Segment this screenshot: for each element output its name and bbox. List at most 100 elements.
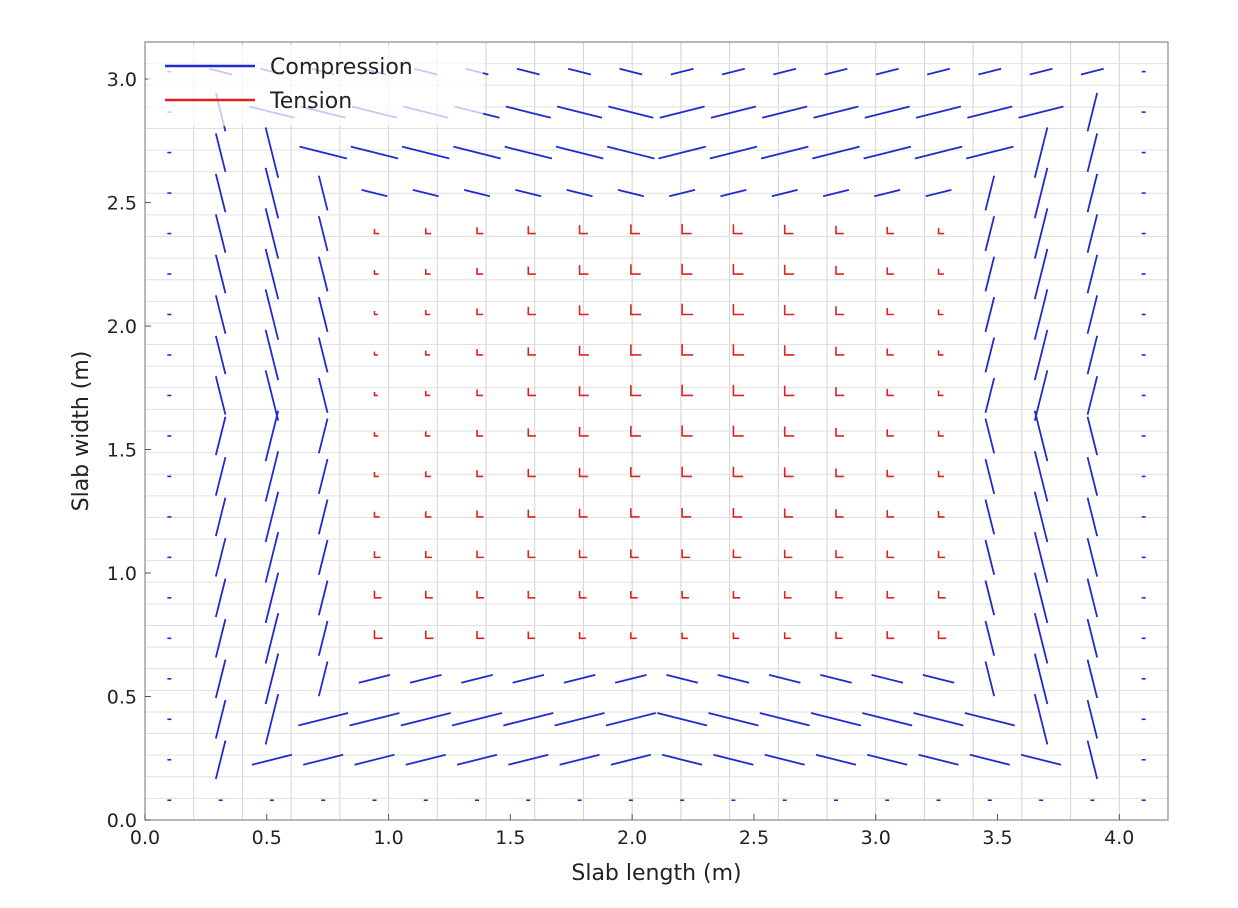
compression-mark (214, 335, 227, 375)
compression-mark (1033, 208, 1049, 259)
tension-mark (681, 549, 691, 559)
compression-mark (760, 145, 809, 160)
compression-mark (299, 145, 348, 160)
compression-mark (1086, 578, 1099, 618)
compression-mark (214, 618, 227, 658)
tension-mark (732, 263, 744, 275)
legend: Compression Tension (148, 46, 483, 126)
tension-mark (783, 590, 792, 599)
compression-mark (555, 145, 604, 160)
tension-mark (527, 387, 536, 397)
compression-mark (984, 499, 996, 535)
compression-mark (503, 712, 554, 727)
compression-mark (824, 67, 848, 76)
compression-mark (1033, 167, 1049, 219)
tension-mark (476, 429, 484, 437)
tension-mark (783, 385, 795, 397)
tension-mark (424, 630, 434, 640)
tension-mark (732, 591, 741, 599)
tension-mark (373, 351, 378, 356)
compression-mark (317, 539, 329, 575)
compression-mark (1033, 127, 1049, 178)
y-tick-label: 1.0 (107, 563, 137, 585)
tension-mark (527, 347, 536, 356)
legend-label-tension: Tension (269, 89, 352, 114)
y-tick-label: 2.5 (107, 193, 137, 215)
compression-mark (984, 539, 996, 575)
tension-mark (681, 425, 693, 437)
compression-mark (822, 188, 850, 198)
compression-mark (969, 753, 1010, 766)
compression-mark (1033, 451, 1049, 502)
compression-mark (566, 188, 593, 198)
compression-mark (214, 376, 227, 415)
compression-mark (721, 67, 745, 76)
compression-mark (303, 753, 344, 766)
tension-mark (681, 224, 692, 235)
tension-mark (578, 508, 588, 518)
compression-mark (317, 296, 329, 333)
tension-mark (681, 466, 692, 478)
tension-mark (630, 425, 641, 437)
tension-mark (783, 467, 794, 478)
tension-mark (527, 226, 536, 235)
compression-mark (317, 661, 329, 697)
compression-mark (214, 173, 227, 213)
compression-mark (214, 537, 227, 577)
compression-mark (915, 105, 962, 119)
compression-mark (1033, 329, 1049, 381)
compression-mark (871, 674, 904, 684)
tension-mark (681, 344, 694, 356)
compression-mark (1086, 416, 1099, 456)
compression-mark (619, 67, 643, 76)
compression-mark (264, 531, 280, 583)
tension-mark (886, 429, 894, 437)
compression-mark (563, 674, 596, 684)
tension-mark (732, 549, 742, 559)
compression-mark (214, 497, 227, 537)
tension-mark (783, 264, 794, 275)
compression-mark (317, 377, 329, 414)
tension-mark (681, 303, 693, 316)
tension-mark (424, 309, 431, 316)
tension-mark (783, 508, 794, 518)
tension-mark (783, 304, 795, 316)
tension-mark (630, 304, 642, 316)
compression-mark (1018, 105, 1064, 119)
compression-mark (317, 418, 329, 454)
compression-mark (264, 289, 280, 340)
compression-mark (516, 67, 540, 76)
compression-mark (264, 693, 280, 745)
tension-mark (578, 590, 587, 599)
compression-mark (1033, 612, 1049, 664)
tension-mark (476, 590, 485, 599)
compression-mark (512, 674, 545, 684)
tension-mark (937, 550, 946, 559)
compression-mark (358, 674, 391, 684)
compression-mark (1033, 693, 1049, 745)
compression-mark (559, 753, 600, 766)
x-tick-label: 0.0 (130, 827, 160, 849)
compression-mark (214, 254, 227, 294)
compression-mark (264, 491, 280, 543)
tension-mark (527, 509, 536, 518)
compression-mark (670, 67, 694, 76)
tension-mark (527, 550, 536, 559)
tension-mark (783, 345, 795, 356)
compression-mark (264, 612, 280, 664)
compression-mark (1086, 497, 1099, 537)
compression-mark (317, 580, 329, 616)
compression-mark (720, 188, 747, 198)
compression-mark (214, 133, 227, 173)
x-tick-label: 3.0 (861, 827, 891, 849)
compression-mark (568, 67, 592, 76)
compression-mark (1080, 67, 1104, 76)
compression-mark (1033, 653, 1049, 705)
x-tick-label: 1.0 (373, 827, 403, 849)
tension-mark (578, 225, 589, 235)
compression-mark (656, 712, 708, 727)
compression-mark (1086, 335, 1099, 375)
x-tick-label: 3.5 (982, 827, 1012, 849)
compression-mark (508, 753, 549, 766)
